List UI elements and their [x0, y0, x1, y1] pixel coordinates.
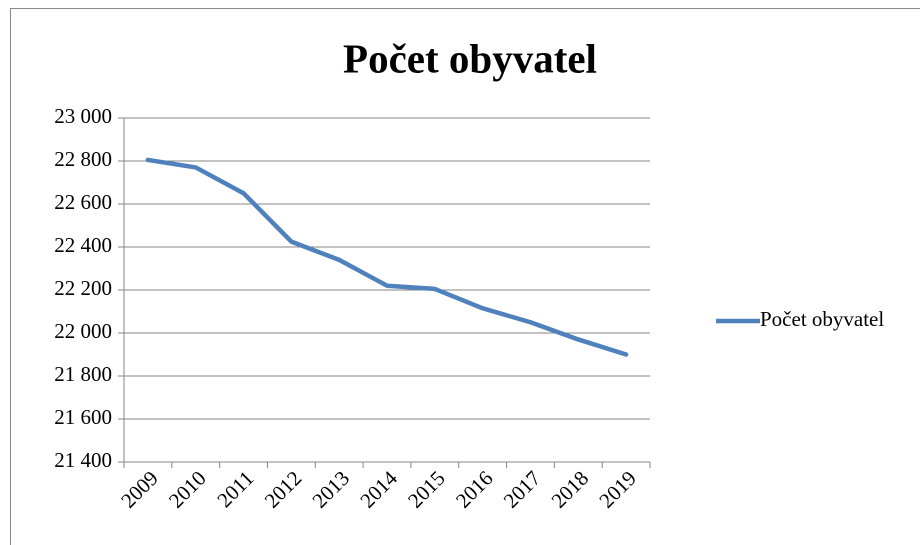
y-tick-label: 22 400 [54, 233, 112, 257]
data-line [145, 157, 629, 357]
y-tick-label: 21 800 [54, 362, 112, 386]
y-tick-label: 22 000 [54, 319, 112, 343]
chart-title: Počet obyvatel [343, 35, 597, 81]
chart-border [10, 8, 920, 545]
y-tick-label: 22 600 [54, 190, 112, 214]
y-tick-label: 23 000 [54, 104, 112, 128]
y-tick-label: 21 600 [54, 405, 112, 429]
y-tick-label: 22 200 [54, 276, 112, 300]
y-tick-label: 21 400 [54, 448, 112, 472]
legend-label: Počet obyvatel [760, 307, 884, 331]
y-tick-label: 22 800 [54, 147, 112, 171]
